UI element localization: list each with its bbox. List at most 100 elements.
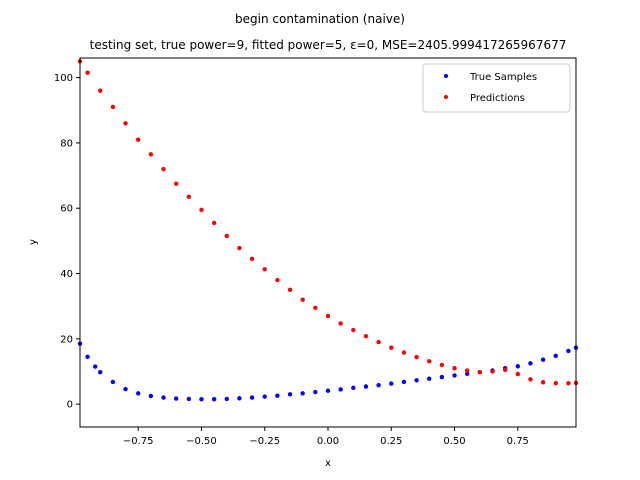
point-predictions bbox=[98, 88, 103, 93]
point-true-samples bbox=[325, 388, 331, 393]
x-tick-label: −0.25 bbox=[249, 436, 280, 447]
point-predictions bbox=[566, 381, 571, 386]
point-true-samples bbox=[173, 396, 179, 401]
point-predictions bbox=[262, 267, 267, 272]
point-true-samples bbox=[224, 396, 229, 402]
point-predictions bbox=[287, 287, 293, 293]
point-true-samples bbox=[211, 397, 217, 402]
point-true-samples bbox=[439, 374, 445, 380]
point-true-samples bbox=[85, 354, 90, 359]
x-tick-label: 0.75 bbox=[507, 436, 529, 447]
point-predictions bbox=[540, 380, 546, 385]
x-axis-label: x bbox=[325, 458, 331, 469]
point-true-samples bbox=[414, 378, 419, 383]
point-predictions bbox=[148, 152, 154, 157]
point-true-samples bbox=[123, 386, 128, 392]
y-tick-label: 0 bbox=[67, 400, 73, 411]
legend-frame bbox=[422, 63, 571, 113]
legend-label-predictions: Predictions bbox=[470, 93, 525, 104]
point-predictions bbox=[338, 321, 343, 326]
point-true-samples bbox=[566, 348, 571, 354]
x-tick-label: −0.50 bbox=[186, 436, 217, 447]
x-tick-label: 0.25 bbox=[380, 436, 402, 447]
point-predictions bbox=[553, 381, 558, 386]
y-tick-label: 80 bbox=[60, 138, 73, 149]
point-predictions bbox=[427, 359, 432, 364]
point-true-samples bbox=[237, 396, 242, 401]
point-true-samples bbox=[401, 379, 407, 385]
point-predictions bbox=[439, 362, 445, 368]
point-true-samples bbox=[249, 395, 255, 400]
point-true-samples bbox=[427, 376, 432, 381]
point-predictions bbox=[123, 121, 128, 126]
point-predictions bbox=[528, 377, 533, 382]
point-true-samples bbox=[300, 391, 305, 396]
point-true-samples bbox=[540, 357, 546, 362]
point-true-samples bbox=[98, 369, 103, 375]
point-predictions bbox=[502, 367, 508, 373]
points-layer bbox=[77, 59, 579, 402]
y-axis-label: y bbox=[28, 239, 39, 245]
point-predictions bbox=[186, 194, 192, 199]
chart-title: begin contamination (naive) bbox=[235, 12, 405, 26]
point-true-samples bbox=[275, 393, 280, 398]
x-tick-label: 0.50 bbox=[443, 436, 465, 447]
y-tick-label: 100 bbox=[54, 73, 73, 84]
point-predictions bbox=[237, 245, 242, 251]
point-true-samples bbox=[313, 389, 318, 395]
point-true-samples bbox=[161, 395, 166, 400]
series-true-samples bbox=[77, 341, 579, 402]
point-predictions bbox=[389, 345, 394, 350]
point-predictions bbox=[351, 327, 356, 333]
point-true-samples bbox=[92, 364, 98, 369]
point-true-samples bbox=[338, 387, 343, 392]
y-tick-label: 60 bbox=[60, 204, 73, 215]
point-true-samples bbox=[351, 385, 356, 391]
point-true-samples bbox=[199, 397, 204, 402]
point-predictions bbox=[515, 371, 520, 377]
series-predictions bbox=[77, 59, 579, 386]
point-true-samples bbox=[363, 384, 369, 389]
point-predictions bbox=[211, 220, 217, 226]
point-predictions bbox=[376, 339, 381, 345]
point-predictions bbox=[464, 368, 470, 373]
point-predictions bbox=[490, 369, 495, 374]
point-true-samples bbox=[452, 373, 457, 378]
point-predictions bbox=[363, 334, 369, 339]
x-tick-label: 0.00 bbox=[317, 436, 339, 447]
point-predictions bbox=[452, 366, 457, 371]
ticks-layer: −0.75 −0.50 −0.25 0.00 0.25 0.50 0.75 0 20 40 60 80… bbox=[54, 73, 529, 447]
point-predictions bbox=[199, 207, 204, 213]
point-predictions bbox=[173, 181, 179, 186]
y-tick-label: 40 bbox=[60, 269, 73, 280]
point-true-samples bbox=[553, 353, 558, 359]
point-predictions bbox=[401, 350, 407, 355]
point-true-samples bbox=[148, 393, 154, 399]
point-true-samples bbox=[186, 396, 192, 402]
point-predictions bbox=[249, 256, 255, 262]
point-predictions bbox=[85, 70, 90, 75]
point-true-samples bbox=[287, 392, 293, 397]
point-true-samples bbox=[136, 391, 141, 396]
legend-marker-true-samples bbox=[444, 74, 448, 78]
point-predictions bbox=[161, 166, 166, 172]
point-predictions bbox=[300, 297, 305, 302]
point-predictions bbox=[414, 354, 419, 360]
point-predictions bbox=[224, 233, 229, 239]
point-predictions bbox=[275, 277, 280, 283]
chart-subtitle: testing set, true power=9, fitted power=… bbox=[90, 38, 567, 52]
point-predictions bbox=[477, 369, 483, 375]
legend: True Samples Predictions bbox=[422, 63, 571, 113]
point-predictions bbox=[325, 313, 331, 319]
legend-label-true-samples: True Samples bbox=[469, 72, 537, 83]
point-true-samples bbox=[110, 379, 116, 385]
point-predictions bbox=[136, 137, 141, 142]
point-true-samples bbox=[464, 371, 470, 376]
point-true-samples bbox=[389, 381, 394, 386]
y-tick-label: 20 bbox=[60, 334, 73, 345]
point-predictions bbox=[313, 305, 318, 311]
legend-marker-predictions bbox=[444, 95, 448, 99]
point-true-samples bbox=[528, 361, 533, 366]
